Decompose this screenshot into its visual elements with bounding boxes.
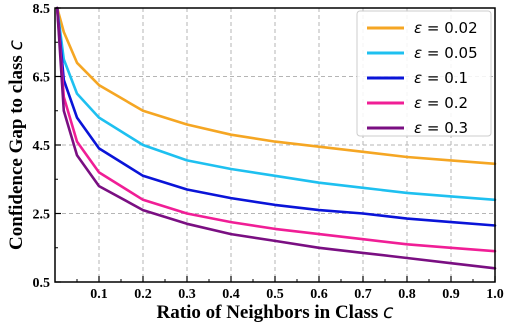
legend-entry: ε = 0.3 [367,119,468,137]
series-line [55,6,497,270]
tick-labels: 0.1 0.2 0.3 0.4 0.5 0.6 0.7 0.8 0.9 1.0 0.5 2.5 4.5 6… [33,2,504,302]
ticks [55,7,496,283]
series-line [55,6,497,253]
series-layer [55,6,497,270]
x-tick-label: 0.2 [134,287,152,302]
x-tick-label: 0.6 [310,287,328,302]
legend-label: ε = 0.3 [414,119,468,137]
x-tick-label: 0.4 [222,287,240,302]
x-tick-label: 0.5 [266,287,284,302]
x-tick-label: 0.1 [90,287,108,302]
legend-label: ε = 0.1 [414,69,468,87]
legend-label: ε = 0.2 [414,94,468,112]
legend-label: ε = 0.05 [414,44,478,62]
series-line [55,6,497,202]
y-tick-label: 2.5 [33,208,51,223]
legend: ε = 0.02 ε = 0.05 ε = 0.1 ε = 0.2 ε = 0.… [356,10,492,137]
x-axis-title: Ratio of Neighbors in Class c [157,301,394,323]
y-tick-label: 0.5 [33,276,51,291]
y-axis-title: Confidence Gap to class c [5,39,27,250]
legend-entry: ε = 0.1 [367,69,468,87]
y-tick-label: 8.5 [33,2,51,17]
legend-box [356,10,492,137]
x-tick-label: 0.7 [354,287,372,302]
legend-entry: ε = 0.2 [367,94,468,112]
x-tick-label: 0.3 [178,287,196,302]
x-tick-label: 1.0 [486,287,504,302]
legend-label: ε = 0.02 [414,19,478,37]
y-tick-label: 4.5 [33,139,51,154]
legend-entry: ε = 0.02 [367,19,478,37]
series-line [55,6,497,166]
legend-entry: ε = 0.05 [367,44,478,62]
y-tick-label: 6.5 [33,71,51,86]
x-tick-label: 0.9 [442,287,460,302]
x-tick-label: 0.8 [398,287,416,302]
series-line [55,6,497,227]
